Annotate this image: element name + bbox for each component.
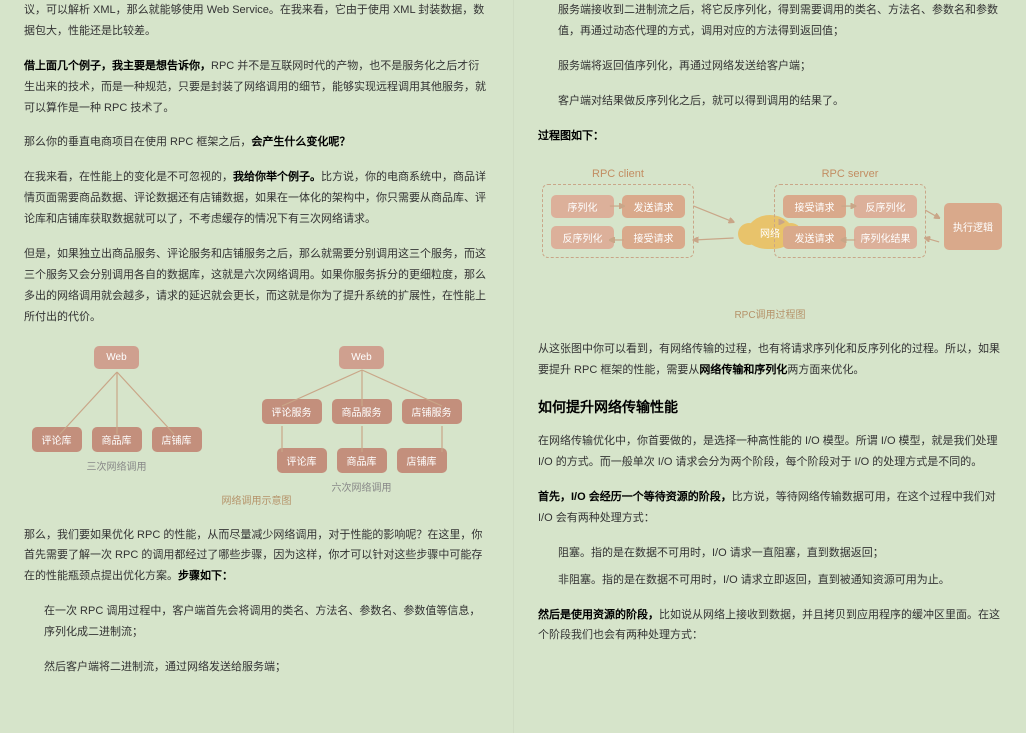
text-change-q-a: 那么你的垂直电商项目在使用 RPC 框架之后， bbox=[24, 136, 251, 148]
text-example-a: 在我来看，在性能上的变化是不可忽视的， bbox=[24, 171, 233, 183]
step-4: 服务端将返回值序列化，再通过网络发送给客户端； bbox=[538, 56, 1002, 77]
pill-execute: 执行逻辑 bbox=[944, 203, 1002, 250]
node-web-right: Web bbox=[339, 346, 383, 369]
node-goods-svc: 商品服务 bbox=[332, 399, 392, 424]
bold-use-stage: 然后是使用资源的阶段， bbox=[538, 609, 659, 621]
diagram-network-calls: Web 评论库 商品库 店铺库 三次网络调用 Web 评论服务 商品服务 店铺服… bbox=[24, 346, 489, 486]
bold-wait-stage: 首先，I/O 会经历一个等待资源的阶段， bbox=[538, 491, 732, 503]
node-review-svc: 评论服务 bbox=[262, 399, 322, 424]
pill-recv-req-c: 接受请求 bbox=[622, 226, 685, 249]
li-blocking: 阻塞。指的是在数据不可用时，I/O 请求一直阻塞，直到数据返回； bbox=[538, 543, 1002, 564]
node-shop-svc: 店铺服务 bbox=[402, 399, 462, 424]
pill-deserialize-s: 反序列化 bbox=[854, 195, 917, 218]
tree-three-calls: Web 评论库 商品库 店铺库 三次网络调用 bbox=[32, 346, 202, 466]
pill-send-req-s: 发送请求 bbox=[783, 226, 846, 249]
label-rpc-client: RPC client bbox=[542, 168, 694, 180]
pill-recv-req-s: 接受请求 bbox=[783, 195, 846, 218]
bold-examples-intro: 借上面几个例子，我主要是想告诉你， bbox=[24, 60, 211, 72]
box-client: 序列化 发送请求 反序列化 接受请求 bbox=[542, 184, 694, 258]
node-shop-db-l: 店铺库 bbox=[152, 427, 202, 452]
bold-change-q: 会产生什么变化呢？ bbox=[251, 136, 350, 148]
text-xml-note: 议，可以解析 XML，那么就能够使用 Web Service。在我来看，它由于使… bbox=[24, 0, 489, 42]
text-change-question: 那么你的垂直电商项目在使用 RPC 框架之后，会产生什么变化呢？ bbox=[24, 132, 489, 153]
pill-serialize-res: 序列化结果 bbox=[854, 226, 917, 249]
li-nonblocking: 非阻塞。指的是在数据不可用时，I/O 请求立即返回，直到被通知资源可用为止。 bbox=[538, 570, 1002, 591]
text-example: 在我来看，在性能上的变化是不可忽视的，我给你举个例子。比方说，你的电商系统中，商… bbox=[24, 167, 489, 230]
node-review-db-l: 评论库 bbox=[32, 427, 82, 452]
step-3: 服务端接收到二进制流之后，将它反序列化，得到需要调用的类名、方法名、参数名和参数… bbox=[538, 0, 1002, 42]
text-rpc-definition: 借上面几个例子，我主要是想告诉你，RPC 并不是互联网时代的产物，也不是服务化之… bbox=[24, 56, 489, 119]
bold-network-serial: 网络传输和序列化 bbox=[699, 364, 787, 376]
page-left: 议，可以解析 XML，那么就能够使用 Web Service。在我来看，它由于使… bbox=[0, 0, 513, 733]
node-shop-db-r: 店铺库 bbox=[397, 448, 447, 473]
bold-example: 我给你举个例子。 bbox=[233, 171, 321, 183]
node-review-db-r: 评论库 bbox=[277, 448, 327, 473]
text-two-aspects: 从这张图中你可以看到，有网络传输的过程，也有将请求序列化和反序列化的过程。所以，… bbox=[538, 339, 1002, 381]
text-io-model: 在网络传输优化中，你首要做的，是选择一种高性能的 I/O 模型。所谓 I/O 模… bbox=[538, 431, 1002, 473]
text-opt-intro-a: 那么，我们要如果优化 RPC 的性能，从而尽量减少网络调用，对于性能的影响呢？在… bbox=[24, 529, 482, 583]
heading-network-perf: 如何提升网络传输性能 bbox=[538, 397, 1002, 417]
step-2: 然后客户端将二进制流，通过网络发送给服务端； bbox=[24, 657, 489, 678]
caption-rpc: RPC调用过程图 bbox=[538, 306, 1002, 321]
step-1: 在一次 RPC 调用过程中，客户端首先会将调用的类名、方法名、参数名、参数值等信… bbox=[24, 601, 489, 643]
tree-six-calls: Web 评论服务 商品服务 店铺服务 评论库 商品库 店铺库 六次网络调用 bbox=[242, 346, 482, 486]
text-tradeoff: 但是，如果独立出商品服务、评论服务和店铺服务之后，那么就需要分别调用这三个服务，… bbox=[24, 244, 489, 328]
caption-diagram-main: 网络调用示意图 bbox=[24, 492, 489, 507]
text-two-c: 两方面来优化。 bbox=[787, 364, 864, 376]
page-right: 服务端接收到二进制流之后，将它反序列化，得到需要调用的类名、方法名、参数名和参数… bbox=[513, 0, 1026, 733]
text-optimize-intro: 那么，我们要如果优化 RPC 的性能，从而尽量减少网络调用，对于性能的影响呢？在… bbox=[24, 525, 489, 588]
label-rpc-server: RPC server bbox=[774, 168, 926, 180]
caption-six: 六次网络调用 bbox=[332, 479, 392, 494]
pill-deserialize-c: 反序列化 bbox=[551, 226, 614, 249]
pill-send-req-c: 发送请求 bbox=[622, 195, 685, 218]
caption-three: 三次网络调用 bbox=[87, 458, 147, 473]
text-use-stage: 然后是使用资源的阶段，比如说从网络上接收到数据，并且拷贝到应用程序的缓冲区里面。… bbox=[538, 605, 1002, 647]
node-goods-db-l: 商品库 bbox=[92, 427, 142, 452]
step-5: 客户端对结果做反序列化之后，就可以得到调用的结果了。 bbox=[538, 91, 1002, 112]
bold-steps: 步骤如下： bbox=[178, 570, 233, 582]
text-wait-stage: 首先，I/O 会经历一个等待资源的阶段，比方说，等待网络传输数据可用，在这个过程… bbox=[538, 487, 1002, 529]
diagram-rpc-process: RPC client RPC server 序列化 发送请求 反序列化 接受请求… bbox=[538, 160, 1002, 300]
heading-process: 过程图如下： bbox=[538, 126, 1002, 147]
box-server: 接受请求 反序列化 发送请求 序列化结果 bbox=[774, 184, 926, 258]
pill-serialize: 序列化 bbox=[551, 195, 614, 218]
node-goods-db-r: 商品库 bbox=[337, 448, 387, 473]
node-web-left: Web bbox=[94, 346, 138, 369]
